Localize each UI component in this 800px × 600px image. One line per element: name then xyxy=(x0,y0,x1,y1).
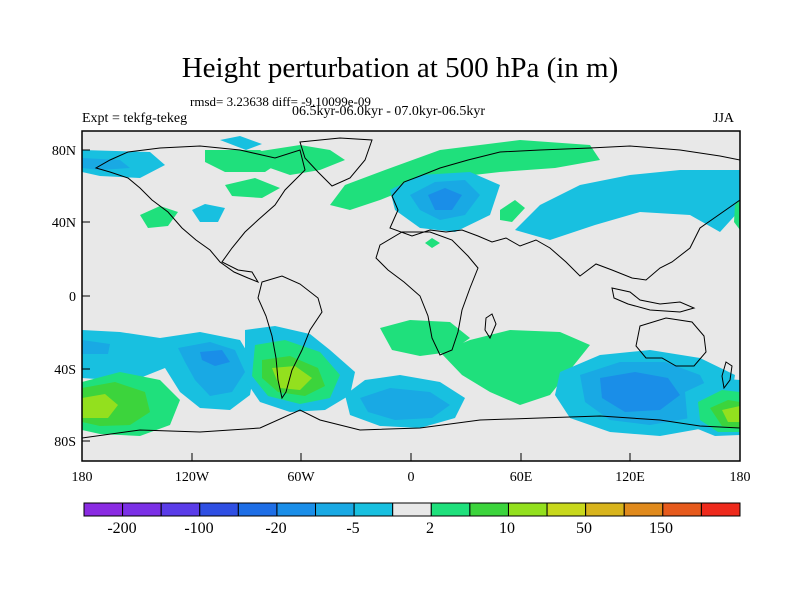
colorbar-tick-label: -100 xyxy=(184,520,213,537)
coastline-new-zealand xyxy=(721,361,733,390)
contour-region xyxy=(200,350,230,366)
colorbar-swatch xyxy=(276,502,317,517)
colorbar-tick-label: -20 xyxy=(265,520,286,537)
lon-label: 60E xyxy=(510,470,533,485)
contour-region xyxy=(722,406,740,422)
contour-region xyxy=(380,320,470,356)
contour-region xyxy=(255,145,345,175)
lon-label: 120W xyxy=(175,470,210,485)
contour-region xyxy=(425,238,440,248)
contour-region xyxy=(82,394,118,418)
plot-title: Height perturbation at 500 hPa (in m) xyxy=(181,52,619,84)
lat-label: 80S xyxy=(54,435,76,450)
contour-region xyxy=(360,388,450,420)
colorbar-swatch xyxy=(430,502,471,517)
colorbar-swatch xyxy=(507,502,548,517)
contour-region xyxy=(600,372,680,412)
colorbar-tick-label: 2 xyxy=(426,520,434,537)
colorbar-swatch xyxy=(662,502,702,517)
coastline-australia xyxy=(635,317,707,367)
colorbar-tick-label: -200 xyxy=(107,520,136,537)
colorbar-swatch xyxy=(160,502,201,517)
colorbar xyxy=(83,502,741,517)
colorbar-swatch xyxy=(353,502,394,517)
colorbar-tick-label: -5 xyxy=(346,520,359,537)
colorbar-swatch xyxy=(392,502,432,517)
longitude-axis: 180 120W 60W 0 60E 120E 180 xyxy=(72,453,751,485)
experiment-label: Expt = tekfg-tekeg xyxy=(82,111,188,126)
contour-region xyxy=(428,188,462,210)
lon-label: 180 xyxy=(72,470,93,485)
colorbar-tick-label: 10 xyxy=(499,520,515,537)
colorbar-swatch xyxy=(122,502,162,517)
lat-label: 40S xyxy=(54,363,76,378)
latitude-axis: 80N 40N 0 40S 80S xyxy=(52,144,90,450)
coastline-africa xyxy=(375,231,479,356)
coastline-eurasia xyxy=(389,145,740,281)
contour-region xyxy=(734,200,740,230)
contour-region xyxy=(140,206,178,228)
colorbar-swatch xyxy=(700,502,741,517)
colorbar-swatch xyxy=(199,502,239,517)
colorbar-swatch xyxy=(585,502,625,517)
contour-region xyxy=(192,204,225,222)
stats-text: rmsd= 3.23638 diff= -9.10099e-09 xyxy=(190,94,371,109)
colorbar-swatch xyxy=(546,502,587,517)
lat-label: 0 xyxy=(69,290,76,305)
coastline-indonesia xyxy=(611,287,696,313)
season-label: JJA xyxy=(713,111,735,126)
contour-field xyxy=(82,136,740,436)
lon-label: 60W xyxy=(287,470,315,485)
colorbar-labels: -200 -100 -20 -5 2 10 50 150 xyxy=(107,520,673,537)
contour-region xyxy=(82,340,110,354)
colorbar-swatch xyxy=(469,502,509,517)
coastline-north-america xyxy=(94,145,306,284)
colorbar-swatch xyxy=(623,502,664,517)
contour-region xyxy=(272,366,312,390)
coastline-south-america xyxy=(257,275,323,400)
colorbar-tick-label: 50 xyxy=(576,520,592,537)
coastline-madagascar xyxy=(484,313,497,340)
colorbar-swatch xyxy=(237,502,278,517)
coastline-greenland xyxy=(299,137,373,187)
contour-region xyxy=(515,170,740,240)
lon-label: 120E xyxy=(615,470,645,485)
contour-region xyxy=(178,342,245,396)
colorbar-swatch xyxy=(315,502,355,517)
lon-label: 180 xyxy=(730,470,751,485)
contour-region xyxy=(82,158,130,170)
lat-label: 80N xyxy=(52,144,76,159)
contour-region xyxy=(220,136,262,150)
coastlines xyxy=(82,137,740,439)
contour-region xyxy=(500,200,525,222)
colorbar-tick-label: 150 xyxy=(649,520,673,537)
period-text: 06.5kyr-06.0kyr - 07.0kyr-06.5kyr xyxy=(292,104,486,119)
contour-region xyxy=(440,330,590,405)
lat-label: 40N xyxy=(52,216,76,231)
lon-label: 0 xyxy=(408,470,415,485)
coastline-antarctica xyxy=(82,409,740,439)
colorbar-swatch xyxy=(83,502,124,517)
contour-region xyxy=(225,178,280,198)
